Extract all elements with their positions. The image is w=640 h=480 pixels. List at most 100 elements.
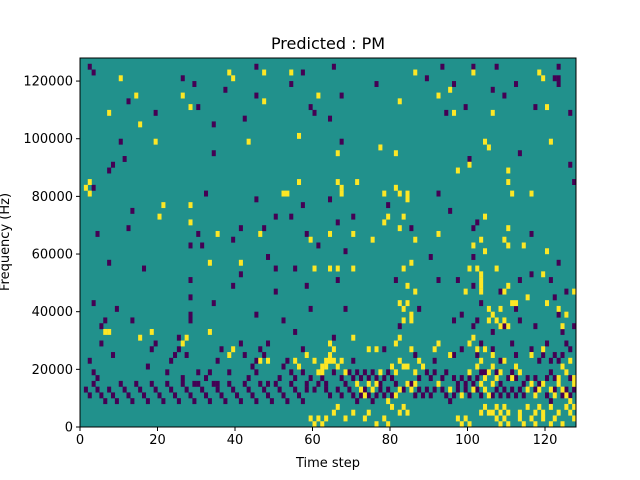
heatmap-cell-low [533,375,538,382]
heatmap-cell-high [335,363,340,370]
heatmap-cell-high [455,415,460,422]
heatmap-cell-high [107,328,112,335]
heatmap-cell-low [134,380,139,387]
heatmap-cell-low [145,363,150,370]
heatmap-cell-low [304,380,309,387]
heatmap-cell-high [417,357,422,364]
heatmap-cell-high [448,86,453,93]
heatmap-cell-high [312,357,317,364]
heatmap-cell-high [572,403,577,410]
heatmap-cell-high [397,190,402,197]
heatmap-cell-low [347,386,352,393]
heatmap-cell-low [300,398,305,405]
heatmap-cell-high [370,386,375,393]
heatmap-cell-low [386,386,391,393]
heatmap-cell-low [235,392,240,399]
heatmap-cell-low [95,375,100,382]
heatmap-cell-high [297,132,302,139]
heatmap-cell-low [87,357,92,364]
heatmap-cell-low [173,352,178,358]
heatmap-cell-high [355,179,360,185]
heatmap-cell-high [184,334,189,341]
heatmap-cell-low [502,323,507,330]
heatmap-cell-high [514,363,519,370]
heatmap-cell-low [223,86,228,93]
heatmap-cell-high [401,305,406,312]
heatmap-cell-low [196,369,201,376]
heatmap-cell-high [486,409,491,416]
heatmap-cell-low [444,109,449,116]
heatmap-cell-low [432,386,437,393]
heatmap-cell-high [328,340,333,347]
heatmap-cell-high [386,421,391,428]
heatmap-cell-low [297,392,302,399]
heatmap-cell-low [347,369,352,376]
heatmap-cell-low [238,271,243,278]
heatmap-cell-high [479,271,484,278]
heatmap-cell-low [506,375,511,382]
heatmap-cell-high [560,386,565,393]
heatmap-cell-low [262,352,267,358]
heatmap-cell-low [285,357,290,364]
heatmap-cell-low [142,265,147,272]
heatmap-cell-low [300,346,305,353]
heatmap-cell-low [475,317,480,324]
plot-area [80,58,577,428]
heatmap-cell-high [397,225,402,232]
heatmap-cell-low [211,150,216,157]
heatmap-cell-high [533,409,538,416]
heatmap-cell-low [463,380,468,387]
heatmap-cell-high [161,202,166,209]
heatmap-cell-low [494,369,499,376]
heatmap-cell-high [366,346,371,353]
heatmap-cell-low [331,63,336,70]
heatmap-cell-high [510,375,515,382]
heatmap-cell-high [483,138,488,145]
heatmap-cell-high [502,357,507,364]
heatmap-cell-low [293,265,298,272]
heatmap-cell-low [455,380,460,387]
heatmap-cell-high [568,409,573,416]
y-tick-label: 20000 [32,363,73,378]
heatmap-cell-high [215,230,220,237]
heatmap-cell-high [541,346,546,353]
heatmap-cell-high [312,265,317,272]
heatmap-cell-low [424,386,429,393]
heatmap-cell-low [339,392,344,399]
heatmap-cell-high [498,323,503,330]
heatmap-cell-low [169,357,174,364]
heatmap-cell-high [401,317,406,324]
heatmap-cell-low [304,282,309,289]
heatmap-cell-low [514,375,519,382]
heatmap-cell-low [254,357,259,364]
heatmap-cell-low [428,392,433,399]
heatmap-cell-low [545,392,550,399]
heatmap-cell-low [254,369,259,376]
heatmap-cell-low [184,352,189,358]
heatmap-cell-low [514,352,519,358]
heatmap-cell-high [564,369,569,376]
heatmap-cell-low [552,375,557,382]
heatmap-cell-low [521,380,526,387]
heatmap-cell-high [180,340,185,347]
heatmap-cell-low [533,104,538,111]
heatmap-cell-high [556,409,561,416]
heatmap-cell-low [289,380,294,387]
heatmap-cell-high [568,357,573,364]
heatmap-cell-high [413,380,418,387]
heatmap-cell-high [320,369,325,376]
heatmap-cell-low [335,386,340,393]
heatmap-cell-high [517,415,522,422]
heatmap-cell-low [231,282,236,289]
heatmap-cell-low [517,317,522,324]
heatmap-cell-low [564,288,569,295]
heatmap-cell-high [479,380,484,387]
heatmap-cell-high [502,317,507,324]
heatmap-cell-high [545,104,550,111]
heatmap-cell-low [366,392,371,399]
heatmap-cell-low [417,305,422,312]
heatmap-cell-low [401,386,406,393]
heatmap-cell-low [467,392,472,399]
y-tick-label: 80000 [32,190,73,205]
heatmap-cell-high [401,213,406,220]
